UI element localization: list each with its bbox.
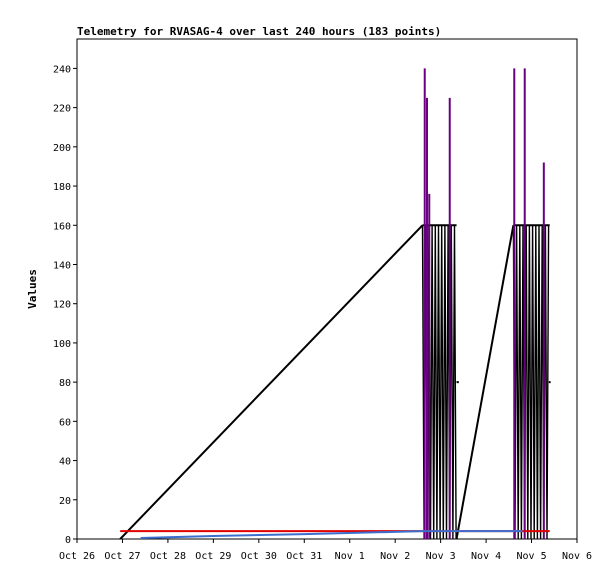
- series-line: [140, 530, 523, 540]
- y-tick-label: 80: [59, 378, 71, 389]
- x-tick-label: Oct 28: [150, 551, 186, 562]
- x-tick-label: Nov 4: [471, 551, 501, 562]
- y-tick-label: 20: [59, 496, 71, 507]
- y-tick-label: 60: [59, 417, 71, 428]
- x-axis: Oct 26 Oct 27 Oct 28 Oct 29 Oct 30 Oct 31 Nov …: [59, 539, 592, 562]
- y-axis-label: Values: [26, 269, 39, 309]
- x-tick-label: Nov 1: [335, 551, 365, 562]
- series-line: [119, 224, 424, 540]
- y-tick-label: 100: [53, 339, 71, 350]
- y-tick-label: 40: [59, 457, 71, 468]
- y-tick-label: 140: [53, 260, 71, 271]
- plot-marks: [119, 68, 551, 540]
- y-tick-label: 180: [53, 182, 71, 193]
- x-tick-label: Nov 5: [516, 551, 546, 562]
- x-tick-label: Oct 27: [104, 551, 140, 562]
- y-tick-label: 120: [53, 300, 71, 311]
- y-tick-label: 200: [53, 143, 71, 154]
- series-line: [455, 225, 515, 540]
- x-tick-label: Nov 3: [426, 551, 456, 562]
- x-tick-label: Oct 31: [286, 551, 322, 562]
- y-tick-label: 160: [53, 221, 71, 232]
- chart-title: Telemetry for RVASAG-4 over last 240 hou…: [77, 25, 441, 38]
- y-axis: 0 20 40 60 80 100 120 140 160 180 200 220 240: [53, 64, 77, 546]
- x-tick-label: Oct 29: [195, 551, 231, 562]
- x-tick-label: Oct 26: [59, 551, 95, 562]
- x-tick-label: Nov 6: [562, 551, 592, 562]
- plot-area: [76, 38, 578, 540]
- series-burst: [512, 224, 550, 540]
- y-tick-label: 240: [53, 64, 71, 75]
- y-tick-label: 0: [65, 535, 71, 546]
- y-tick-label: 220: [53, 104, 71, 115]
- x-tick-label: Oct 30: [241, 551, 277, 562]
- x-tick-label: Nov 2: [380, 551, 410, 562]
